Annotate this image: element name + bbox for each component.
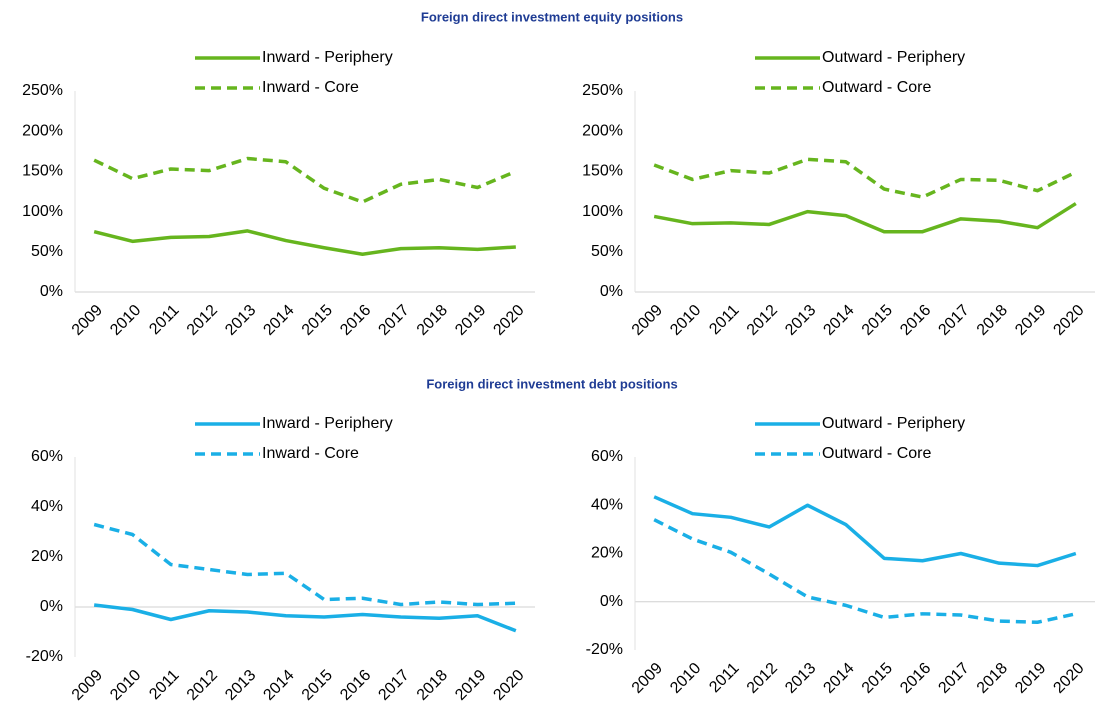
x-tick-label: 2017 [375,667,412,704]
y-tick-label: 20% [31,548,63,565]
x-tick-label: 2016 [897,660,934,697]
y-tick-label: 50% [591,243,623,260]
x-tick-label: 2013 [222,302,259,339]
x-tick-label: 2013 [222,667,259,704]
y-tick-label: 250% [582,82,623,99]
x-tick-label: 2014 [260,302,297,339]
x-tick-label: 2015 [859,302,896,339]
x-tick-label: 2020 [490,667,527,704]
x-tick-label: 2014 [820,302,857,339]
y-tick-label: 150% [22,163,63,180]
series-line [653,157,1077,199]
y-tick-label: -20% [586,641,623,658]
legend-label: Outward - Core [822,445,931,462]
x-tick-label: 2012 [744,660,781,697]
series-line [653,518,1077,625]
x-tick-label: 2019 [452,667,489,704]
y-tick-label: 200% [582,122,623,139]
series-line [93,229,516,256]
x-tick-label: 2018 [974,302,1011,339]
x-tick-label: 2013 [782,660,819,697]
x-tick-label: 2011 [706,302,742,338]
y-tick-label: 20% [591,545,623,562]
x-tick-label: 2012 [184,667,221,704]
x-tick-label: 2019 [1012,660,1049,697]
x-tick-label: 2010 [107,302,144,339]
x-tick-label: 2018 [414,667,451,704]
y-tick-label: 60% [591,448,623,465]
x-tick-label: 2014 [260,667,297,704]
series-line [653,495,1077,568]
y-tick-label: 100% [582,203,623,220]
x-tick-label: 2016 [897,302,934,339]
y-tick-label: 40% [591,496,623,513]
x-tick-label: 2015 [859,660,896,697]
y-tick-label: 150% [582,163,623,180]
y-tick-label: 100% [22,203,63,220]
x-tick-label: 2018 [974,660,1011,697]
legend-label: Outward - Core [822,79,931,96]
x-tick-label: 2010 [667,302,704,339]
y-tick-label: 40% [31,498,63,515]
y-tick-label: -20% [26,648,63,665]
x-tick-label: 2016 [337,302,374,339]
x-tick-label: 2020 [1050,660,1087,697]
x-tick-label: 2011 [146,302,182,338]
y-tick-label: 0% [600,283,623,300]
y-tick-label: 50% [31,243,63,260]
x-tick-label: 2009 [69,302,106,339]
x-tick-label: 2009 [69,667,106,704]
x-tick-label: 2017 [935,302,972,339]
x-tick-label: 2020 [1050,302,1087,339]
section-heading: Foreign direct investment equity positio… [421,9,683,24]
y-tick-label: 0% [40,598,63,615]
x-tick-label: 2017 [375,302,412,339]
legend-label: Outward - Periphery [822,415,965,432]
y-tick-label: 0% [600,593,623,610]
section-heading: Foreign direct investment debt positions [426,376,677,391]
x-tick-label: 2009 [629,660,666,697]
y-tick-label: 200% [22,122,63,139]
x-tick-label: 2010 [107,667,144,704]
x-tick-label: 2020 [490,302,527,339]
x-tick-label: 2015 [299,667,336,704]
series-line [653,202,1077,234]
x-tick-label: 2009 [629,302,666,339]
legend-label: Inward - Periphery [262,49,393,66]
y-tick-label: 250% [22,82,63,99]
legend-label: Inward - Core [262,445,359,462]
legend-label: Inward - Core [262,79,359,96]
y-tick-label: 60% [31,448,63,465]
x-tick-label: 2012 [184,302,221,339]
x-tick-label: 2019 [1012,302,1049,339]
series-line [93,522,516,607]
x-tick-label: 2012 [744,302,781,339]
y-tick-label: 0% [40,283,63,300]
legend-label: Outward - Periphery [822,49,965,66]
x-tick-label: 2017 [935,660,972,697]
x-tick-label: 2018 [414,302,451,339]
x-tick-label: 2013 [782,302,819,339]
x-tick-label: 2019 [452,302,489,339]
x-tick-label: 2016 [337,667,374,704]
x-tick-label: 2011 [706,660,742,696]
x-tick-label: 2010 [667,660,704,697]
x-tick-label: 2011 [146,667,182,703]
series-line [93,156,517,204]
x-tick-label: 2014 [820,660,857,697]
series-line [93,603,517,633]
legend-label: Inward - Periphery [262,415,393,432]
x-tick-label: 2015 [299,302,336,339]
